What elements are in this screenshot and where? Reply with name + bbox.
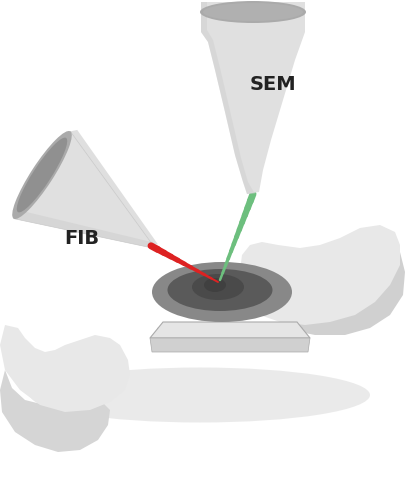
Ellipse shape (17, 138, 67, 212)
Ellipse shape (30, 368, 370, 422)
Polygon shape (150, 338, 310, 352)
Text: FIB: FIB (64, 228, 100, 248)
Ellipse shape (203, 3, 303, 21)
Ellipse shape (204, 278, 226, 292)
Polygon shape (258, 230, 405, 335)
Polygon shape (70, 130, 158, 244)
Polygon shape (0, 325, 130, 412)
Polygon shape (14, 210, 153, 248)
Text: SEM: SEM (250, 76, 296, 94)
Polygon shape (153, 328, 307, 344)
Ellipse shape (192, 274, 244, 300)
Ellipse shape (152, 262, 292, 322)
Ellipse shape (200, 1, 306, 23)
Ellipse shape (12, 131, 72, 219)
Polygon shape (201, 2, 255, 194)
Polygon shape (0, 370, 110, 452)
Polygon shape (201, 2, 305, 194)
Polygon shape (240, 225, 400, 325)
Polygon shape (150, 322, 310, 338)
Polygon shape (14, 132, 152, 248)
Ellipse shape (168, 269, 273, 311)
